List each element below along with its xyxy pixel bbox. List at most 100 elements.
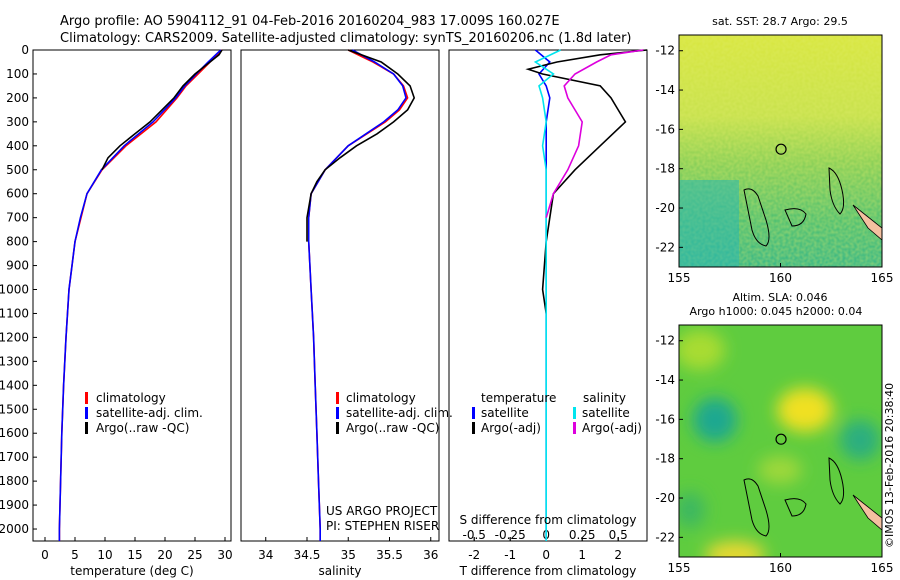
x-tick-label: 35.5 [376,548,403,562]
map-y-tick-label: -20 [655,201,675,215]
x-tick-label: 2 [614,548,622,562]
x-tick-label: 15 [127,548,142,562]
legend-swatch-t-satellite [472,407,475,419]
y-tick-label: 1800 [0,474,29,488]
y-tick-label: 1000 [0,283,29,297]
legend-swatch-satellite [85,407,88,419]
sla-high-anomaly [777,388,833,432]
legend-label-s-satellite: satellite [582,406,630,420]
y-tick-label: 1300 [0,354,29,368]
reef-outline [743,478,770,537]
y-tick-label: 1600 [0,426,29,440]
sla-map-ticks: 155 160 165 -12 -14 -16 -18 -20 -22 [655,334,893,575]
series-line-1 [525,49,648,314]
legend-swatch-argo [336,422,339,434]
salinity-plot-frame [240,49,440,542]
x-tick-label: 5 [71,548,79,562]
legend-swatch-climatology [85,392,88,404]
temperature-x-ticks: 0 5 10 15 20 25 30 [41,537,233,562]
y-tick-label: 100 [6,67,29,81]
x-tick-label: 1 [578,548,586,562]
legend-label-climatology: climatology [346,391,416,405]
legend-label-t-argo: Argo(-adj) [481,421,541,435]
legend-swatch-t-argo [472,422,475,434]
legend-title-salinity: salinity [583,391,626,405]
map-y-tick-label: -12 [655,334,675,348]
sla-map-title: Altim. SLA: 0.046 [732,291,827,304]
salinity-xlabel: salinity [318,564,361,578]
x-tick-label: 34.5 [294,548,321,562]
series-line-2 [533,49,561,541]
map-y-tick-label: -16 [655,122,675,136]
x-tick-label: 34 [258,548,273,562]
header-line-1: Argo profile: AO 5904112_91 04-Feb-2016 … [60,14,560,29]
x-tick-label: 36 [423,548,438,562]
x-tick-label: 0 [41,548,49,562]
y-tick-label: 1500 [0,402,29,416]
argo-float-marker [775,143,787,155]
temperature-xlabel: temperature (deg C) [70,564,193,578]
y-tick-label: 0 [21,43,29,57]
legend-label-argo: Argo(..raw -QC) [96,421,189,435]
series-line-0 [534,49,551,541]
legend-swatch-s-satellite [573,407,576,419]
sst-map-ticks: 155 160 165 -12 -14 -16 -18 -20 -22 [655,44,893,285]
map-y-tick-label: -18 [655,162,675,176]
x-tick-label: -1 [504,548,516,562]
y-tick-label: 300 [6,115,29,129]
legend-label-s-argo: Argo(-adj) [582,421,642,435]
difference-x2label: S difference from climatology [460,513,637,527]
salinity-difference-x-ticks: -0.5 -0.25 0 0.25 0.5 [462,528,627,542]
land-shape [852,204,882,241]
sla-anomalies [679,330,880,557]
sla-map-subtitle: Argo h1000: 0.045 h2000: 0.04 [690,305,863,318]
map-y-tick-label: -20 [655,491,675,505]
pi-annotation: PI: STEPHEN RISER [326,519,439,533]
sla-high-anomaly [705,541,765,557]
legend-title-temperature: temperature [481,391,556,405]
legend-label-argo: Argo(..raw -QC) [346,421,439,435]
map-y-tick-label: -16 [655,412,675,426]
difference-legend: temperature satellite Argo(-adj) salinit… [472,391,642,435]
map-y-tick-label: -18 [655,452,675,466]
x-tick-label: 0.25 [569,528,596,542]
map-y-tick-label: -14 [655,83,675,97]
legend-label-climatology: climatology [96,391,166,405]
sla-high-anomaly [758,456,802,484]
map-x-tick-label: 165 [871,561,894,575]
x-tick-label: 30 [217,548,232,562]
reef-outline [743,188,770,247]
temperature-series [58,49,223,541]
x-tick-label: 0 [542,548,550,562]
header-line-2: Climatology: CARS2009. Satellite-adjuste… [60,31,632,46]
series-line-2 [306,49,416,242]
y-tick-label: 1400 [0,378,29,392]
legend-swatch-climatology [336,392,339,404]
y-tick-label: 200 [6,91,29,105]
series-line-2 [101,49,223,171]
sst-map-title: sat. SST: 28.7 Argo: 29.5 [712,15,848,28]
y-tick-label: 700 [6,211,29,225]
reef-outline [784,498,807,517]
map-y-tick-label: -22 [655,530,675,544]
y-tick-label: 1700 [0,450,29,464]
difference-xlabel: T difference from climatology [459,564,637,578]
y-tick-label: 1100 [0,306,29,320]
legend-label-satellite: satellite-adj. clim. [96,406,203,420]
y-tick-label: 400 [6,139,29,153]
map-x-tick-label: 160 [769,561,792,575]
reef-outline [828,457,845,505]
series-line-3 [545,49,644,218]
temperature-legend: climatology satellite-adj. clim. Argo(..… [85,391,203,435]
y-tick-label: 800 [6,235,29,249]
sst-map [679,35,882,267]
map-y-tick-label: -14 [655,373,675,387]
sla-low-anomaly [693,398,737,442]
series-line-0 [58,49,223,541]
salinity-x-ticks: 34 34.5 35 35.5 36 [258,537,438,562]
x-tick-label: 35 [341,548,356,562]
map-y-tick-label: -12 [655,44,675,58]
series-line-1 [58,49,222,541]
project-annotation: US ARGO PROJECT [326,504,438,518]
